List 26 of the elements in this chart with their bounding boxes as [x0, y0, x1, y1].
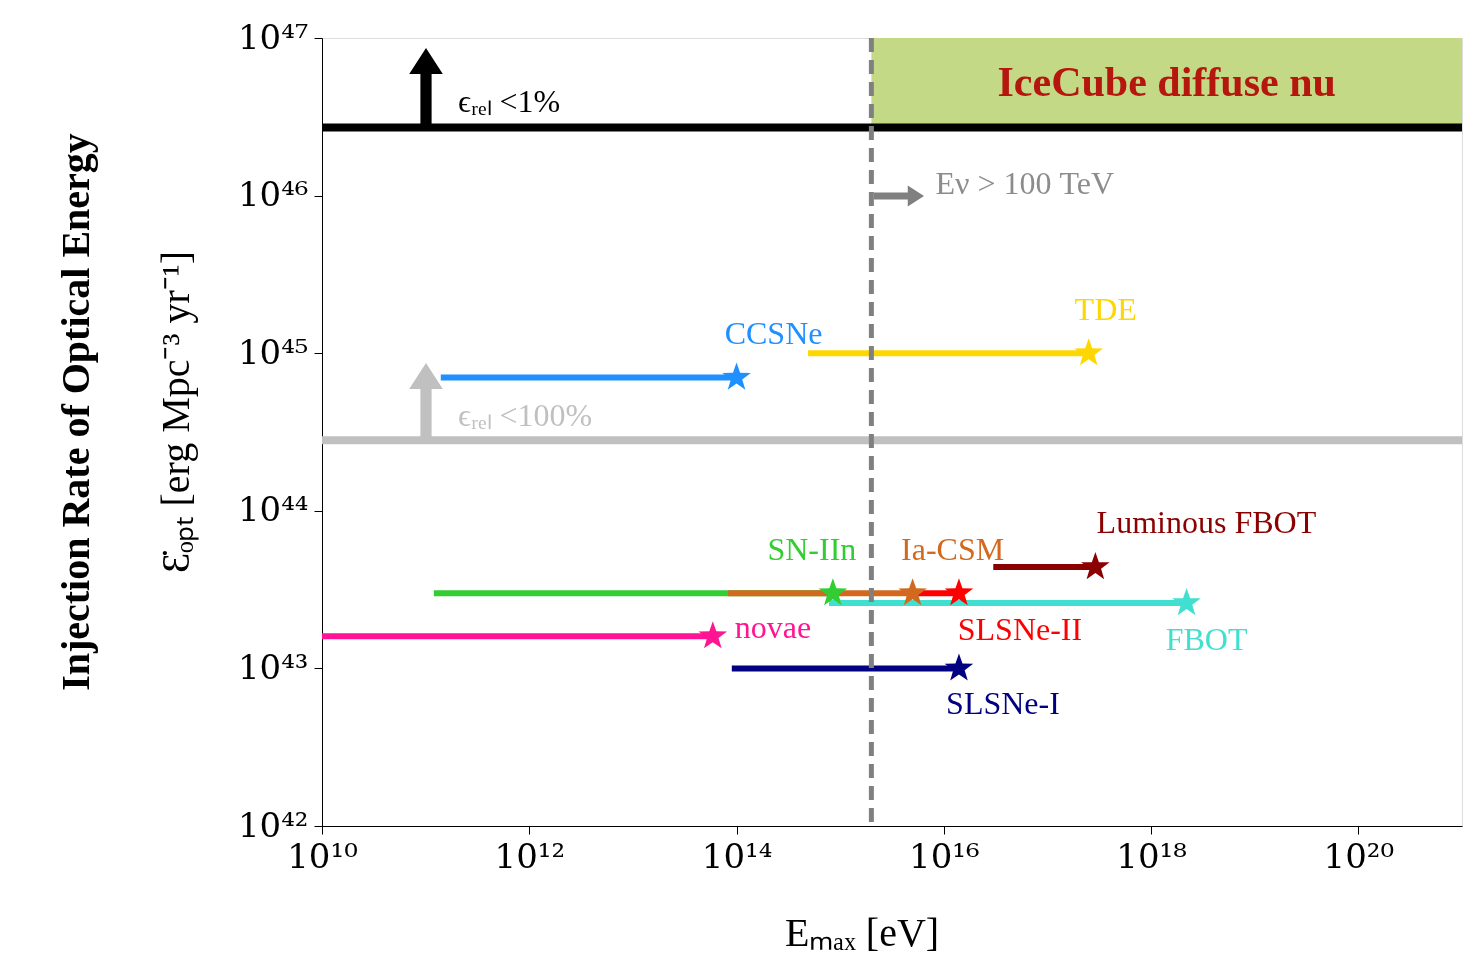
- text: Injection Rate of Optical Energy Ɛ̇ₒₚₜ [erg Mpc⁻³ yr⁻¹]: [53, 133, 198, 691]
- y-tick-label: 10⁴⁴: [237, 489, 309, 530]
- x-tick-label: 10¹⁸: [1116, 835, 1187, 876]
- annotation: Eν > 100 TeV: [935, 164, 1115, 201]
- x-tick-label: 10²⁰: [1323, 835, 1395, 876]
- x-tick-label: 10¹⁶: [909, 835, 980, 876]
- y-tick-label: 10⁴⁷: [237, 16, 309, 57]
- series-label: Ia-CSM: [901, 531, 1005, 568]
- band-label: IceCube diffuse nu: [997, 58, 1336, 105]
- series-label: SLSNe-I: [946, 685, 1060, 722]
- x-tick-label: 10¹⁴: [701, 835, 773, 876]
- series-label: novae: [734, 609, 812, 646]
- annotation: ϵᵣₑₗ <1%: [458, 83, 561, 119]
- series-label: CCSNe: [724, 314, 823, 351]
- y-tick-label: 10⁴⁵: [237, 331, 309, 372]
- y-tick-label: 10⁴³: [237, 646, 309, 687]
- series-label: FBOT: [1165, 621, 1248, 657]
- annotation: ϵᵣₑₗ <100%: [458, 397, 593, 433]
- series-label: SLSNe-II: [957, 611, 1083, 648]
- x-axis-title: Eₘₐₓ [eV]: [784, 910, 940, 955]
- series-label: Luminous FBOT: [1096, 503, 1317, 540]
- x-tick-label: 10¹⁰: [287, 835, 358, 876]
- x-tick-label: 10¹²: [494, 835, 566, 876]
- series-label: SN-IIn: [767, 531, 857, 568]
- series-label: TDE: [1074, 291, 1137, 328]
- y-tick-label: 10⁴⁶: [237, 174, 309, 215]
